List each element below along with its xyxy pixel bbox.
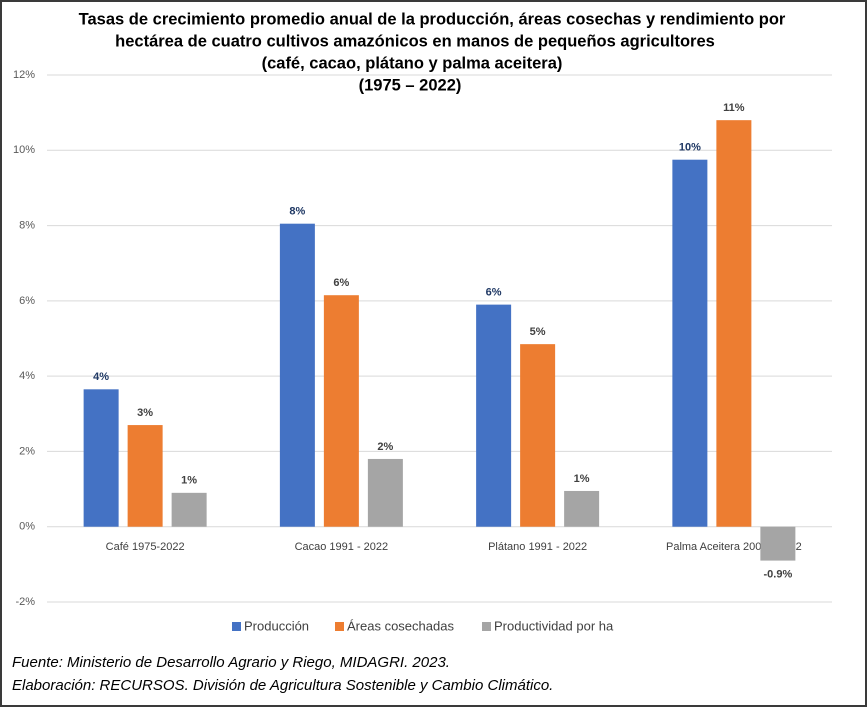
x-tick-label: Plátano 1991 - 2022	[488, 541, 587, 553]
source-note: Fuente: Ministerio de Desarrollo Agrario…	[12, 654, 450, 671]
legend-swatch	[335, 622, 344, 631]
y-tick-label: 2%	[19, 445, 35, 457]
value-label: 4%	[93, 371, 109, 383]
chart-title: (1975 – 2022)	[359, 76, 462, 94]
chart-title: hectárea de cuatro cultivos amazónicos e…	[115, 32, 715, 50]
y-tick-label: 0%	[19, 521, 35, 533]
bar	[171, 492, 207, 527]
y-tick-label: 6%	[19, 295, 35, 307]
x-tick-label: Cacao 1991 - 2022	[295, 541, 389, 553]
bar	[83, 389, 119, 527]
x-tick-label: Café 1975-2022	[106, 541, 185, 553]
value-label: 8%	[289, 206, 305, 218]
bar	[564, 490, 600, 527]
bar	[279, 223, 315, 527]
y-tick-label: -2%	[15, 596, 35, 608]
value-label: 1%	[574, 473, 590, 485]
legend-label: Productividad por ha	[494, 618, 614, 633]
y-tick-label: 10%	[13, 144, 35, 156]
value-label: 1%	[181, 475, 197, 487]
legend-swatch	[482, 622, 491, 631]
legend-label: Áreas cosechadas	[347, 618, 454, 633]
y-tick-label: 12%	[13, 69, 35, 81]
value-label: 2%	[377, 441, 393, 453]
legend-swatch	[232, 622, 241, 631]
bar	[760, 526, 796, 561]
y-tick-label: 8%	[19, 219, 35, 231]
value-label: 11%	[723, 102, 745, 114]
legend-label: Producción	[244, 618, 309, 633]
bar	[323, 295, 359, 527]
y-tick-label: 4%	[19, 370, 35, 382]
bar	[716, 120, 752, 527]
value-label: -0.9%	[764, 568, 793, 580]
value-label: 3%	[137, 407, 153, 419]
value-label: 5%	[530, 326, 546, 338]
bar	[476, 304, 512, 527]
value-label: 6%	[333, 277, 349, 289]
credit-note: Elaboración: RECURSOS. División de Agric…	[12, 677, 553, 694]
bar	[127, 425, 163, 527]
bar	[367, 458, 403, 527]
value-label: 10%	[679, 142, 701, 154]
chart-title: (café, cacao, plátano y palma aceitera)	[262, 54, 563, 72]
bar	[520, 344, 556, 527]
chart-title: Tasas de crecimiento promedio anual de l…	[79, 10, 786, 28]
bar	[672, 159, 708, 527]
value-label: 6%	[486, 287, 502, 299]
